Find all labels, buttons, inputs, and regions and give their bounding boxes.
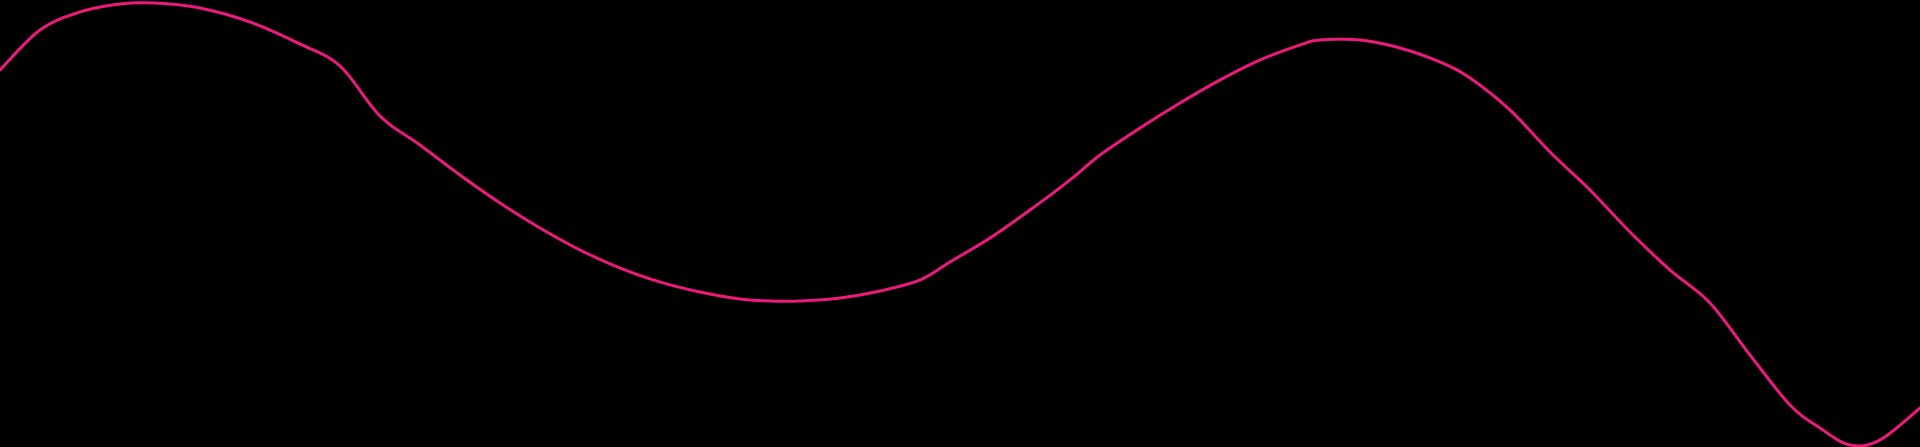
wave-curve-line <box>0 1 1920 447</box>
chart-container <box>0 0 1920 447</box>
line-chart-svg <box>0 0 1920 447</box>
series-group-wave <box>0 1 1920 447</box>
chart-background <box>0 0 1920 447</box>
